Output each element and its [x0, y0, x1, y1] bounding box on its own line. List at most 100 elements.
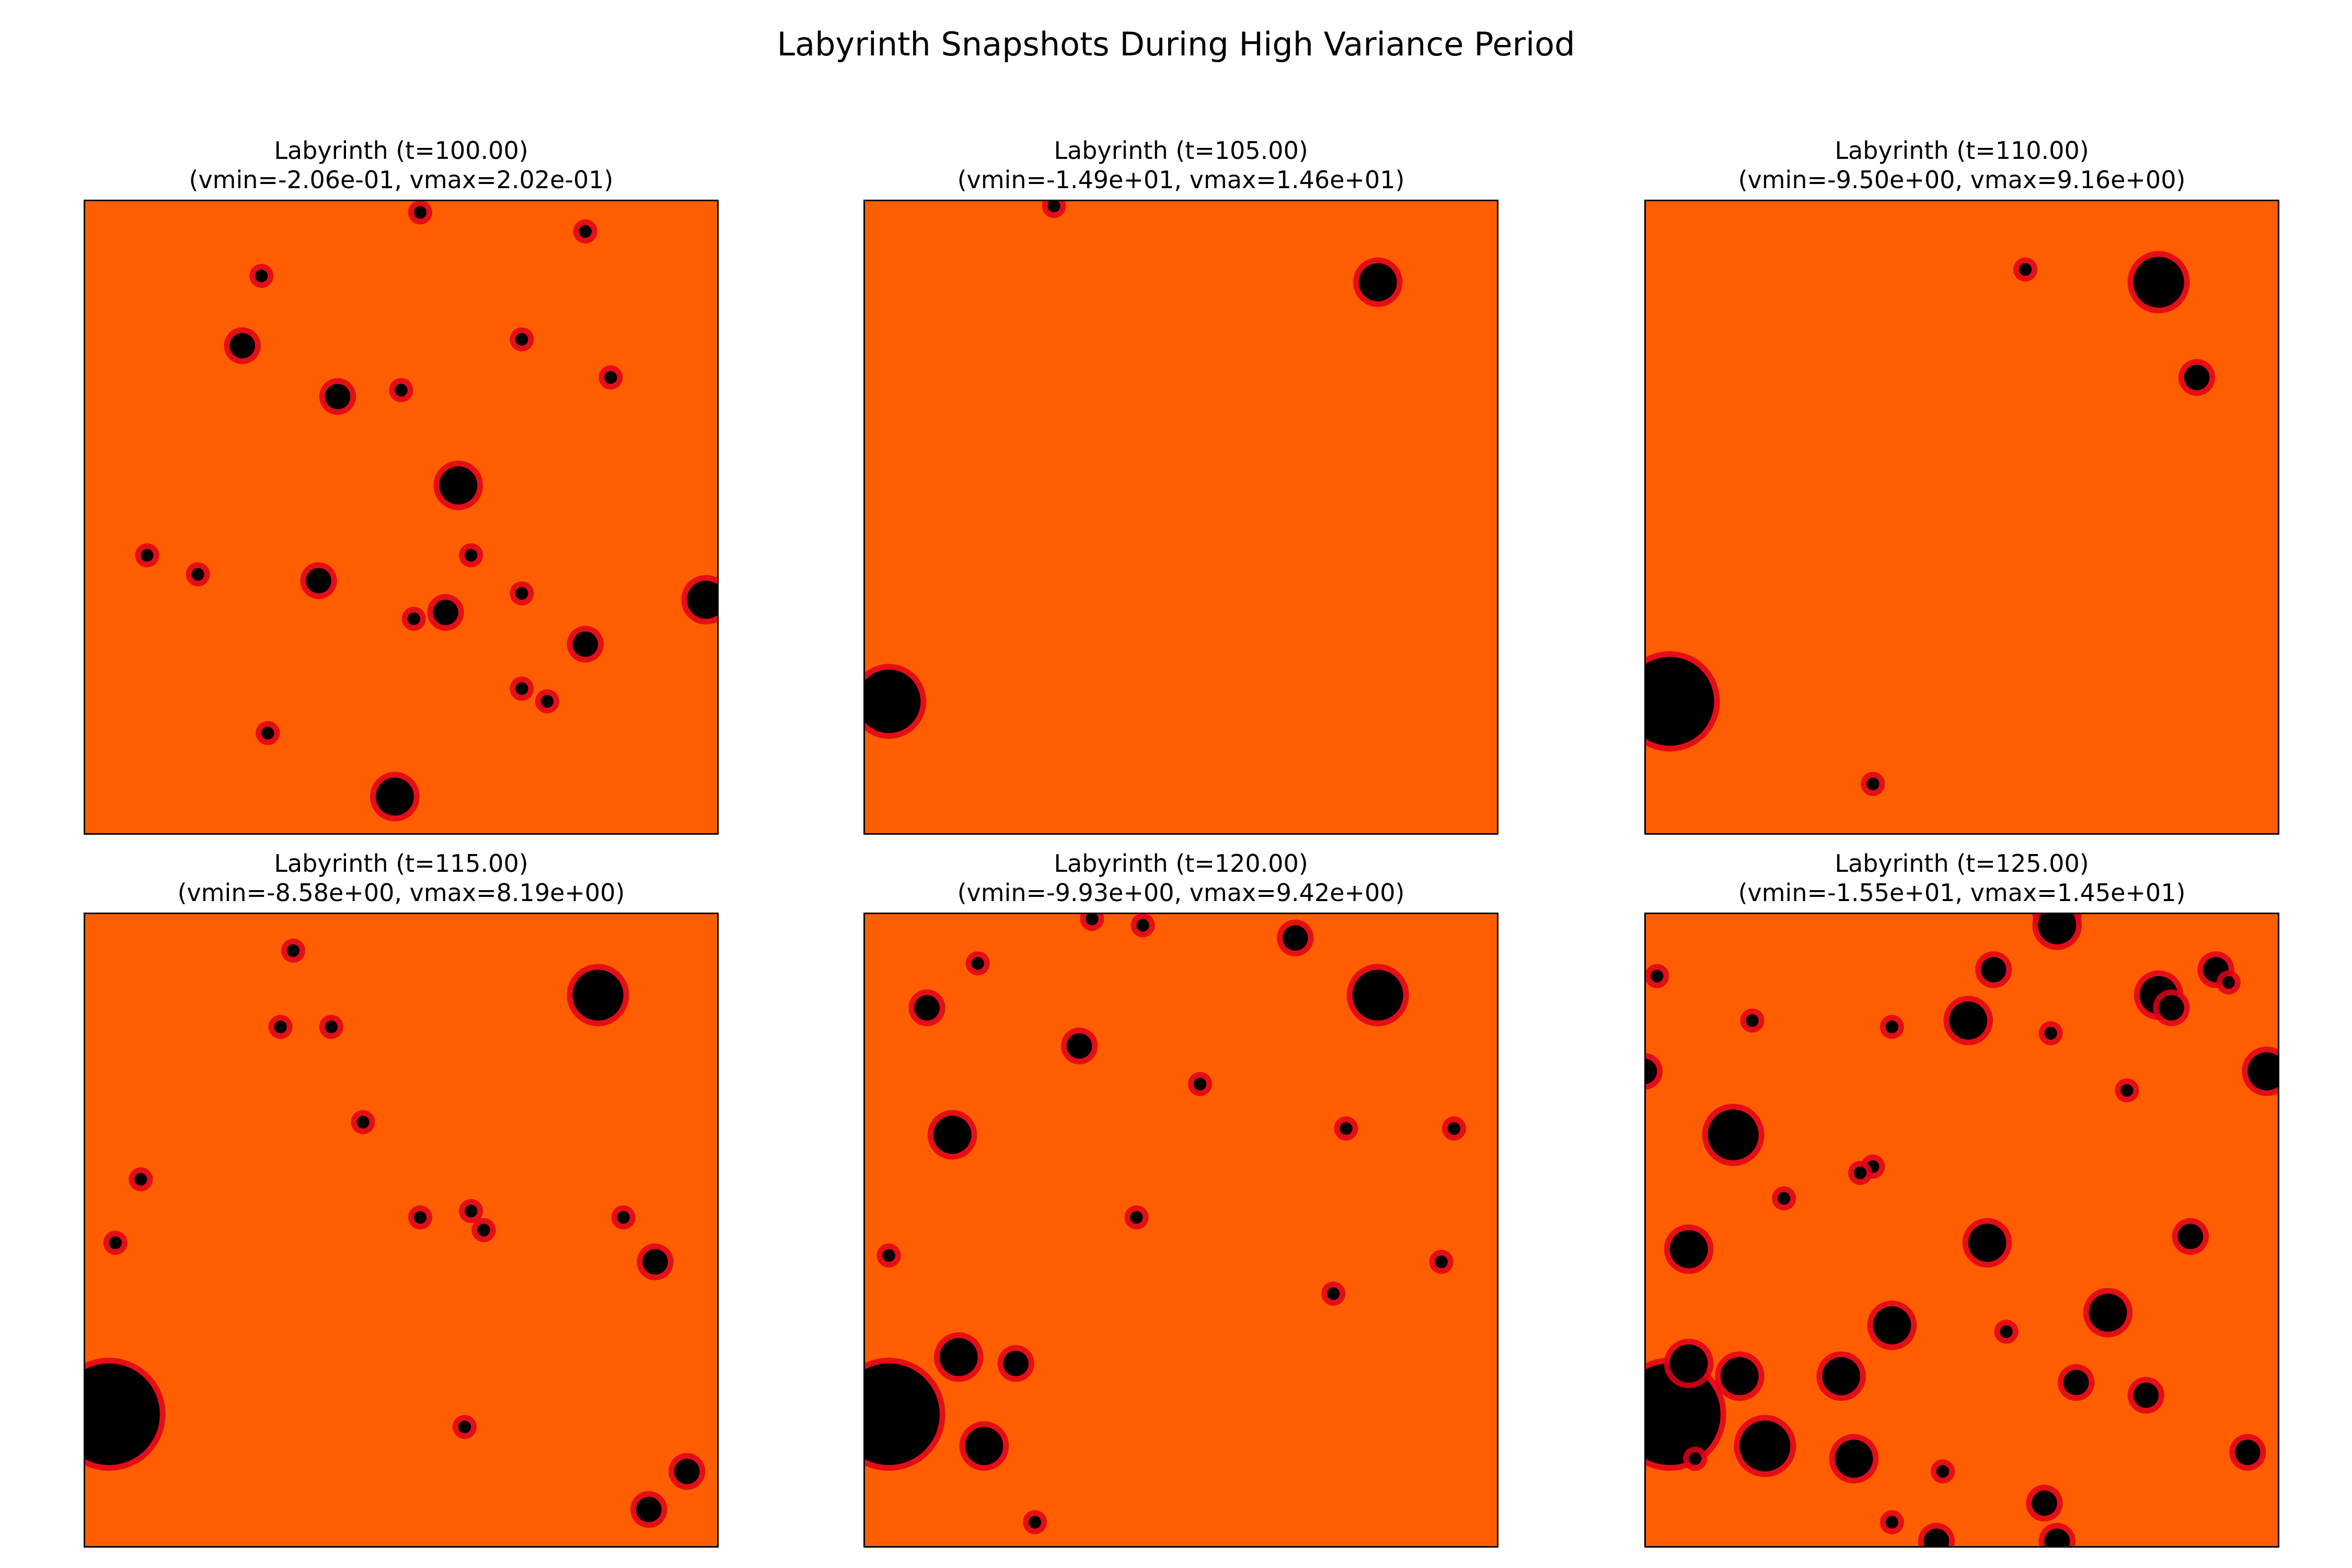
heatmap-cell-cluster [389, 378, 413, 402]
subplot-title-range: (vmin=-9.93e+00, vmax=9.42e+00) [957, 879, 1405, 907]
heatmap-cell-cluster [1975, 951, 2012, 988]
heatmap-cell-cluster [1353, 257, 1403, 307]
heatmap-cell-cluster [408, 200, 433, 225]
subplot-title-time: Labyrinth (t=110.00) [1835, 136, 2089, 165]
heatmap-cell-cluster [1131, 913, 1155, 938]
heatmap-cell-cluster [1930, 1459, 1955, 1484]
plot-frame [863, 200, 1498, 835]
subplot-title-range: (vmin=-2.06e-01, vmax=2.02e-01) [189, 166, 614, 194]
heatmap-cell-cluster [1683, 1446, 1708, 1471]
heatmap-cell-cluster [1644, 651, 1720, 752]
subplot-5: Labyrinth (t=120.00) (vmin=-9.93e+00, vm… [863, 849, 1498, 1548]
heatmap-cell-cluster [1080, 913, 1104, 931]
plot-frame [84, 200, 719, 835]
heatmap-cell-cluster [630, 1491, 667, 1528]
plot-frame [1644, 200, 2279, 835]
heatmap-svg [84, 913, 719, 1548]
heatmap-cell-cluster [256, 721, 280, 745]
heatmap-cell-cluster [249, 263, 274, 288]
heatmap-cell-cluster [1644, 1053, 1663, 1090]
heatmap-cell-cluster [268, 1014, 293, 1039]
heatmap-cell-cluster [103, 1230, 128, 1255]
heatmap-cell-cluster [2229, 1434, 2266, 1471]
heatmap-cell-cluster [1187, 1071, 1213, 1097]
subplot-title: Labyrinth (t=120.00) (vmin=-9.93e+00, vm… [863, 849, 1498, 907]
heatmap-cell-cluster [2115, 1078, 2139, 1103]
heatmap-cell-cluster [1994, 1319, 2019, 1344]
heatmap-cell-cluster [427, 594, 464, 631]
heatmap-cell-cluster [598, 365, 623, 390]
heatmap-cell-cluster [135, 543, 159, 568]
heatmap-cell-cluster [1022, 1510, 1047, 1535]
heatmap-svg [1644, 913, 2279, 1548]
subplot-title-time: Labyrinth (t=125.00) [1835, 849, 2089, 878]
heatmap-background [863, 200, 1498, 835]
subplot-2: Labyrinth (t=105.00) (vmin=-1.49e+01, vm… [863, 136, 1498, 835]
heatmap-cell-cluster [1816, 1351, 1866, 1401]
heatmap-cell-cluster [319, 1014, 343, 1039]
heatmap-cell-cluster [84, 1357, 166, 1471]
heatmap-cell-cluster [471, 1218, 496, 1242]
subplot-title-time: Labyrinth (t=105.00) [1054, 136, 1308, 165]
heatmap-cell-cluster [927, 1110, 977, 1160]
heatmap-cell-cluster [1702, 1103, 1765, 1166]
subplot-title-range: (vmin=-8.58e+00, vmax=8.19e+00) [177, 879, 625, 907]
heatmap-cell-cluster [1918, 1523, 1955, 1548]
heatmap-cell-cluster [1772, 1186, 1796, 1210]
plot-frame [84, 913, 719, 1548]
subplot-title: Labyrinth (t=110.00) (vmin=-9.50e+00, vm… [1644, 136, 2279, 194]
heatmap-cell-cluster [1346, 964, 1409, 1027]
heatmap-cell-cluster [1334, 1116, 1358, 1141]
heatmap-cell-cluster [1734, 1415, 1796, 1478]
heatmap-svg [863, 913, 1498, 1548]
heatmap-cell-cluster [459, 543, 483, 568]
heatmap-cell-cluster [863, 664, 927, 739]
heatmap-cell-cluster [319, 378, 356, 415]
heatmap-cell-cluster [1124, 1205, 1149, 1230]
plot-frame [863, 913, 1498, 1548]
heatmap-area [1644, 913, 2279, 1548]
heatmap-cell-cluster [1880, 1510, 1904, 1535]
heatmap-cell-cluster [224, 327, 261, 364]
subplot-4: Labyrinth (t=115.00) (vmin=-8.58e+00, vm… [84, 849, 719, 1548]
heatmap-cell-cluster [510, 676, 534, 701]
plot-frame [1644, 913, 2279, 1548]
heatmap-cell-cluster [1060, 1027, 1098, 1065]
heatmap-cell-cluster [1664, 1224, 1714, 1274]
heatmap-cell-cluster [1429, 1250, 1454, 1274]
heatmap-cell-cluster [567, 626, 604, 663]
subplot-title: Labyrinth (t=115.00) (vmin=-8.58e+00, vm… [84, 849, 719, 907]
heatmap-cell-cluster [668, 1452, 706, 1490]
heatmap-cell-cluster [433, 460, 483, 511]
heatmap-cell-cluster [351, 1110, 375, 1135]
heatmap-cell-cluster [1867, 1300, 1917, 1351]
heatmap-cell-cluster [535, 689, 560, 713]
subplot-title: Labyrinth (t=125.00) (vmin=-1.55e+01, vm… [1644, 849, 2279, 907]
heatmap-cell-cluster [1848, 1161, 1873, 1185]
subplot-title-range: (vmin=-1.49e+01, vmax=1.46e+01) [957, 166, 1405, 194]
heatmap-cell-cluster [370, 771, 420, 822]
heatmap-cell-cluster [401, 606, 426, 631]
figure-title: Labyrinth Snapshots During High Variance… [777, 25, 1575, 63]
heatmap-cell-cluster [1714, 1351, 1765, 1401]
subplot-title-range: (vmin=-1.55e+01, vmax=1.45e+01) [1738, 879, 2186, 907]
heatmap-cell-cluster [1645, 964, 1669, 988]
heatmap-cell-cluster [997, 1345, 1034, 1382]
heatmap-cell-cluster [2216, 970, 2241, 995]
heatmap-cell-cluster [1644, 1357, 1726, 1471]
heatmap-cell-cluster [408, 1205, 433, 1230]
heatmap-cell-cluster [611, 1205, 636, 1230]
heatmap-cell-cluster [1861, 771, 1885, 796]
heatmap-cell-cluster [1943, 996, 1993, 1045]
heatmap-cell-cluster [281, 938, 306, 963]
heatmap-cell-cluster [2242, 1046, 2279, 1097]
heatmap-cell-cluster [863, 1357, 946, 1471]
heatmap-cell-cluster [2038, 1021, 2063, 1045]
subplot-title-range: (vmin=-9.50e+00, vmax=9.16e+00) [1738, 166, 2186, 194]
heatmap-area [1644, 200, 2279, 835]
heatmap-cell-cluster [1740, 1008, 1765, 1033]
heatmap-cell-cluster [510, 327, 534, 352]
heatmap-cell-cluster [681, 575, 719, 625]
heatmap-cell-cluster [1829, 1434, 1879, 1484]
heatmap-area [863, 913, 1498, 1548]
